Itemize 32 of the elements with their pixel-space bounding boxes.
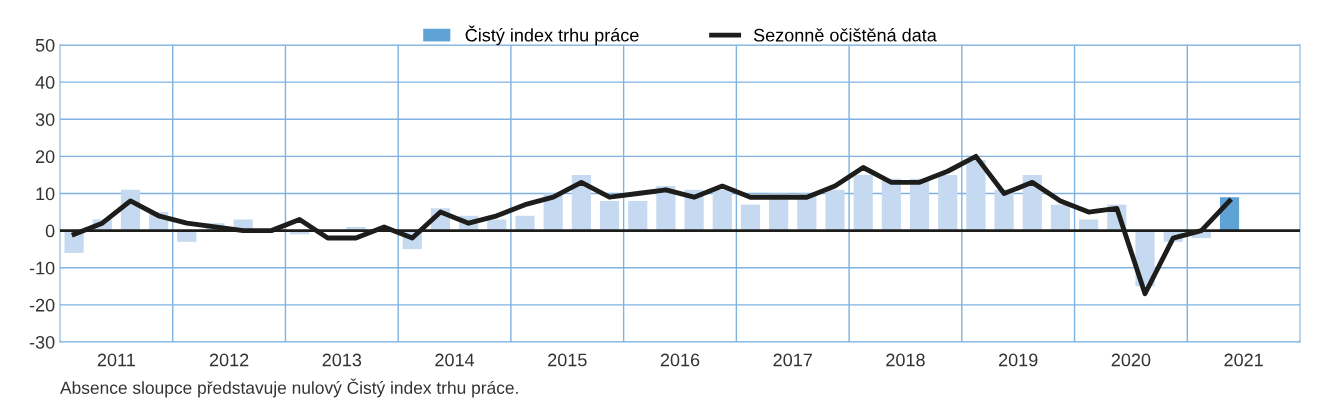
y-tick-label: 30 — [35, 113, 55, 126]
bar — [1050, 204, 1071, 231]
x-tick-label: 2011 — [97, 353, 135, 367]
bar — [853, 174, 873, 231]
y-tick-label: -30 — [29, 335, 55, 349]
legend-label: Čistý index trhu práce — [465, 25, 639, 46]
text: Absence sloupce představuje nulový Čistý index trhu práce. — [60, 378, 518, 398]
x-tick-label: 2015 — [548, 353, 587, 367]
bar — [599, 200, 620, 231]
x-tick-label: 2018 — [886, 353, 925, 367]
bar — [628, 200, 648, 231]
x-tick-label: 2019 — [999, 353, 1038, 367]
y-tick-label: 40 — [35, 76, 55, 89]
bar — [740, 204, 761, 231]
y-tick-label: 10 — [36, 187, 55, 201]
x-tick-label: 2013 — [322, 353, 362, 367]
y-tick-label: 50 — [35, 38, 55, 52]
bar — [825, 189, 845, 231]
x-tick-label: 2021 — [1224, 353, 1263, 367]
y-tick-label: -20 — [29, 298, 55, 312]
x-tick-label: 2016 — [660, 353, 700, 367]
bar — [938, 174, 958, 231]
x-tick-label: 2012 — [209, 353, 249, 367]
y-tick-label: -10 — [29, 261, 55, 275]
x-tick-label: 2020 — [1111, 353, 1151, 367]
bar — [966, 160, 986, 231]
x-tick-label: 2017 — [773, 353, 812, 367]
bar — [712, 189, 732, 231]
x-tick-label: 2014 — [435, 353, 475, 367]
y-tick-label: 0 — [45, 224, 55, 238]
y-tick-label: 20 — [35, 150, 55, 164]
legend-label: Sezonně očištěná data — [753, 28, 937, 42]
